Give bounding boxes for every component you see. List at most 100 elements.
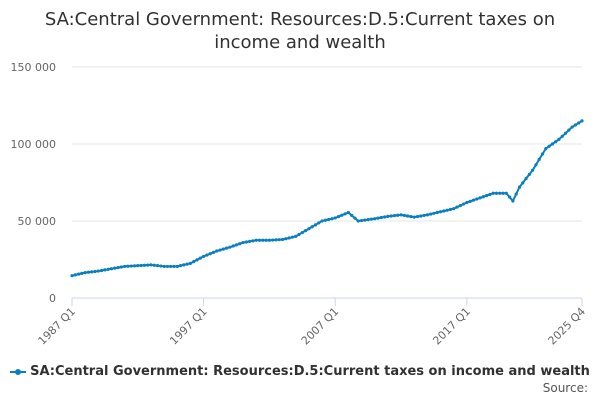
- data-point: [415, 214, 420, 219]
- data-point: [234, 243, 239, 247]
- data-point: [198, 256, 202, 260]
- data-point: [458, 204, 462, 208]
- data-point: [494, 191, 499, 195]
- data-point: [248, 239, 252, 244]
- data-point: [142, 263, 146, 267]
- data-point: [195, 258, 199, 262]
- data-point: [274, 238, 278, 242]
- data-point: [313, 223, 318, 227]
- data-point: [162, 264, 166, 269]
- data-point: [452, 207, 456, 211]
- data-point: [96, 269, 100, 273]
- data-point: [225, 246, 229, 250]
- data-point: [412, 215, 416, 219]
- data-point: [284, 237, 288, 241]
- x-tick-label: 2025 Q4: [546, 305, 589, 348]
- data-point: [86, 270, 91, 274]
- data-point: [537, 157, 541, 161]
- data-point: [159, 264, 163, 268]
- data-point: [402, 213, 406, 218]
- data-point: [238, 242, 242, 246]
- data-point: [228, 245, 232, 249]
- data-point: [290, 235, 295, 239]
- data-point: [353, 216, 357, 220]
- data-point: [192, 260, 196, 264]
- data-point: [481, 195, 485, 199]
- data-point: [83, 270, 87, 275]
- y-tick-label: 100 000: [11, 138, 57, 151]
- x-tick-label: 1987 Q1: [36, 305, 79, 348]
- data-point: [527, 172, 531, 177]
- data-point: [106, 267, 110, 271]
- data-point: [580, 119, 584, 123]
- data-point: [73, 273, 77, 277]
- data-point: [448, 207, 452, 212]
- data-point: [175, 264, 179, 269]
- data-point: [149, 263, 153, 267]
- source-label: Source:: [542, 381, 588, 395]
- data-point: [254, 238, 258, 242]
- data-point: [501, 191, 505, 195]
- data-point: [264, 238, 268, 242]
- x-axis: 1987 Q1 1997 Q1 2007 Q1 2017 Q1 2025 Q4: [36, 297, 589, 348]
- data-point: [369, 217, 374, 221]
- data-point: [257, 238, 262, 242]
- y-tick-label: 0: [49, 292, 56, 305]
- data-point: [129, 264, 133, 268]
- x-tick-label: 1997 Q1: [167, 305, 210, 348]
- data-point: [205, 253, 209, 257]
- data-point: [277, 238, 281, 242]
- data-point: [146, 263, 150, 267]
- data-point: [465, 200, 469, 205]
- data-point: [455, 205, 459, 209]
- data-point: [531, 168, 535, 172]
- chart-title-line-1: SA:Central Government: Resources:D.5:Cur…: [44, 9, 556, 30]
- data-point: [346, 210, 350, 215]
- data-point: [297, 232, 301, 237]
- x-tick-label: 2007 Q1: [299, 305, 342, 348]
- data-point: [577, 121, 581, 125]
- data-point: [540, 152, 545, 156]
- data-point: [340, 213, 344, 217]
- legend[interactable]: SA:Central Government: Resources:D.5:Cur…: [0, 364, 600, 379]
- data-point: [432, 211, 436, 215]
- data-point: [389, 214, 393, 218]
- data-point: [478, 196, 482, 200]
- data-point: [327, 217, 331, 222]
- data-point: [182, 263, 186, 267]
- data-point: [382, 215, 387, 219]
- data-point: [438, 210, 443, 214]
- data-point: [350, 213, 354, 217]
- data-point: [567, 128, 571, 132]
- data-point: [554, 140, 558, 144]
- data-point: [113, 266, 117, 270]
- data-point: [119, 265, 123, 269]
- data-point: [202, 254, 206, 259]
- data-point: [563, 131, 568, 135]
- data-point: [373, 217, 377, 221]
- data-point: [320, 219, 324, 223]
- data-point: [123, 264, 127, 269]
- data-point: [116, 265, 120, 270]
- data-point: [573, 123, 578, 127]
- data-point: [244, 240, 248, 244]
- data-point: [317, 221, 321, 225]
- data-point: [442, 209, 446, 213]
- data-point: [188, 261, 193, 265]
- data-point: [359, 218, 364, 223]
- data-point: [109, 267, 114, 271]
- data-point: [280, 237, 285, 242]
- data-point: [468, 199, 472, 203]
- data-point: [241, 240, 245, 245]
- data-point: [343, 212, 347, 216]
- data-point: [172, 264, 176, 269]
- y-axis: 0 50 000 100 000 150 000: [11, 61, 57, 305]
- data-point: [271, 238, 275, 242]
- data-point: [508, 195, 512, 199]
- legend-line-marker-icon: [10, 367, 27, 377]
- data-point: [498, 191, 502, 195]
- data-point: [136, 264, 140, 268]
- data-point: [294, 234, 298, 238]
- data-point: [221, 247, 225, 251]
- data-point: [488, 192, 492, 197]
